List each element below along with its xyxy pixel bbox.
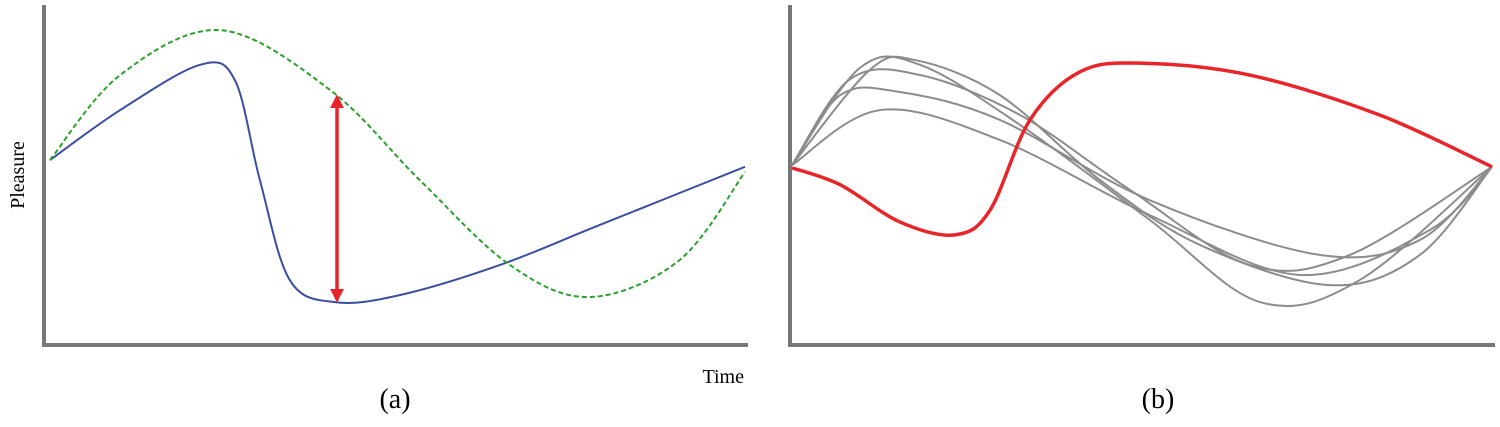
line [49,61,746,304]
line [791,55,1493,308]
y-axis-label: Pleasure [7,141,29,209]
line [791,61,1493,237]
panel-b: (b) [788,5,1495,415]
x-axis-label: Time [702,366,744,388]
line [791,68,1493,272]
panel-a: Pleasure Time (a) [7,5,748,415]
line [791,108,1493,276]
caption: (a) [379,384,410,415]
axes [788,5,1495,347]
caption: (b) [1142,384,1175,415]
line [791,86,1493,259]
line [791,55,1493,287]
axes [42,5,748,347]
line [49,29,746,299]
